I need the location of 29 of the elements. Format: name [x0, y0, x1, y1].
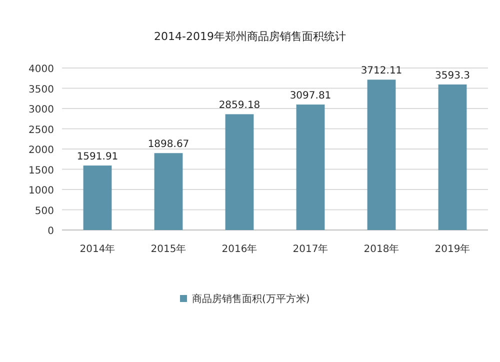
y-tick-label: 3000 [28, 104, 54, 116]
y-tick-label: 1500 [28, 165, 54, 176]
x-tick-label: 2015年 [150, 243, 186, 255]
y-tick-label: 2000 [28, 145, 54, 156]
data-label: 2859.18 [218, 100, 260, 112]
x-tick-label: 2017年 [292, 243, 328, 255]
bar [83, 166, 112, 230]
bar [225, 114, 254, 230]
y-tick-label: 1000 [28, 186, 54, 196]
legend-label: 商品房销售面积(万平方米) [192, 293, 310, 305]
bar [367, 80, 396, 230]
x-tick-label: 2018年 [364, 243, 400, 255]
data-label: 3097.81 [290, 90, 332, 102]
bar [154, 153, 183, 230]
data-label: 3593.3 [435, 70, 470, 82]
bar [438, 84, 467, 230]
y-tick-label: 0 [48, 226, 54, 237]
y-tick-label: 4000 [28, 64, 54, 75]
y-tick-label: 3500 [28, 84, 54, 96]
data-label: 1898.67 [148, 139, 190, 150]
chart-title: 2014-2019年郑州商品房销售面积统计 [154, 30, 346, 43]
y-tick-label: 2500 [28, 124, 54, 136]
x-tick-label: 2014年 [80, 243, 116, 255]
x-tick-label: 2019年 [434, 243, 470, 255]
data-label: 1591.91 [76, 152, 118, 163]
bar [296, 104, 325, 230]
y-tick-label: 500 [34, 206, 54, 217]
data-label: 3712.11 [360, 66, 402, 77]
x-tick-label: 2016年 [222, 243, 258, 255]
